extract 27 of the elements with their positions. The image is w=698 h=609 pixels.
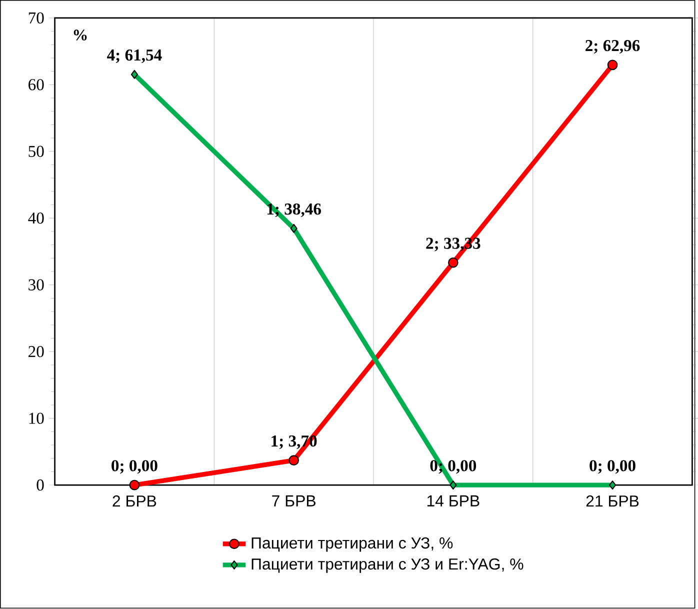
legend-label: Пациети третирани с УЗ, % (252, 538, 453, 552)
x-tick-label: 7 БРВ (272, 496, 316, 507)
data-label: 0; 0,00 (590, 460, 636, 474)
x-tick-label: 14 БРВ (427, 496, 480, 507)
data-label: 2; 62,96 (586, 40, 640, 54)
x-tick-label: 21 БРВ (586, 496, 639, 507)
y-tick-label: 50 (28, 146, 44, 158)
x-tick-label: 2 БРВ (112, 496, 156, 507)
legend-label: Пациети третирани с УЗ и Er:YAG, % (252, 558, 524, 574)
point (129, 480, 140, 490)
point (288, 455, 299, 466)
point (450, 480, 457, 490)
y-tick-label: 20 (28, 346, 44, 358)
y-tick-label: 30 (28, 279, 44, 291)
y-tick-label: 70 (28, 12, 44, 24)
y-tick-label: 10 (29, 412, 44, 424)
point (607, 60, 618, 70)
y-tick-label: 60 (28, 79, 44, 90)
point (609, 480, 616, 490)
data-label: 0; 0,00 (112, 460, 158, 474)
point (448, 258, 458, 268)
point (290, 224, 298, 234)
y-axis-title: % (74, 30, 87, 41)
data-label: 4; 61,54 (107, 50, 162, 64)
point (130, 70, 138, 80)
y-tick-label: 0 (36, 480, 44, 491)
y-tick-label: 40 (28, 212, 44, 224)
